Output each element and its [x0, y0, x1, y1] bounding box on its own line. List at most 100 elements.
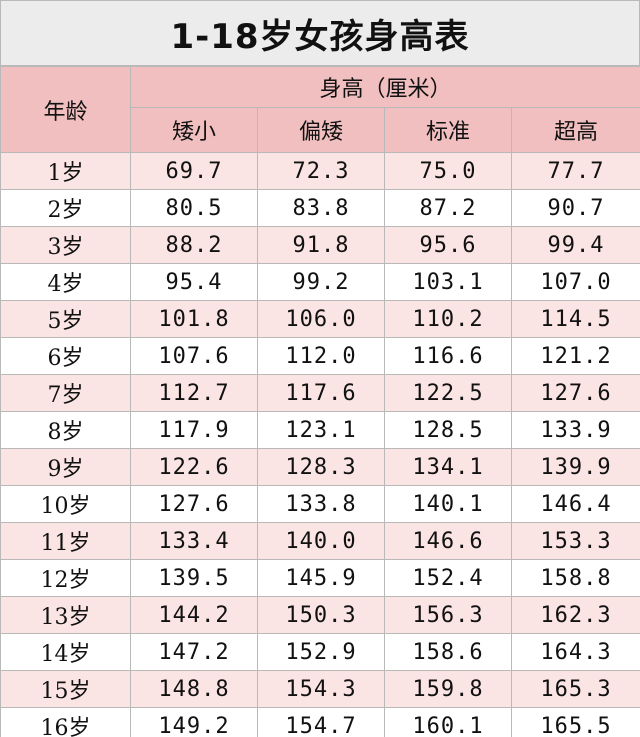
height-value-cell: 127.6: [130, 485, 258, 523]
height-value-cell: 153.3: [510, 522, 640, 560]
height-value-cell: 117.9: [130, 411, 258, 449]
header-col-tall: 超高: [510, 107, 640, 153]
height-value-cell: 75.0: [384, 152, 512, 190]
height-value-cell: 152.9: [257, 633, 385, 671]
table-row: 14岁 147.2 152.9 158.6 164.3: [0, 633, 640, 671]
height-value-cell: 140.0: [257, 522, 385, 560]
age-cell: 7岁: [0, 374, 131, 412]
table-row: 6岁 107.6 112.0 116.6 121.2: [0, 337, 640, 375]
height-value-cell: 128.3: [257, 448, 385, 486]
table-row: 11岁 133.4 140.0 146.6 153.3: [0, 522, 640, 560]
age-cell: 2岁: [0, 189, 131, 227]
height-value-cell: 154.3: [257, 670, 385, 708]
height-value-cell: 77.7: [510, 152, 640, 190]
table-title: 1-18岁女孩身高表: [0, 0, 640, 66]
height-value-cell: 139.9: [510, 448, 640, 486]
age-cell: 6岁: [0, 337, 131, 375]
height-value-cell: 133.8: [257, 485, 385, 523]
age-cell: 11岁: [0, 522, 131, 560]
height-value-cell: 87.2: [384, 189, 512, 227]
height-value-cell: 158.6: [384, 633, 512, 671]
age-cell: 15岁: [0, 670, 131, 708]
table-row: 16岁 149.2 154.7 160.1 165.5: [0, 707, 640, 737]
age-cell: 12岁: [0, 559, 131, 597]
height-value-cell: 80.5: [130, 189, 258, 227]
height-value-cell: 133.9: [510, 411, 640, 449]
height-value-cell: 147.2: [130, 633, 258, 671]
height-value-cell: 127.6: [510, 374, 640, 412]
height-value-cell: 91.8: [257, 226, 385, 264]
height-value-cell: 117.6: [257, 374, 385, 412]
height-value-cell: 99.2: [257, 263, 385, 301]
height-value-cell: 107.6: [130, 337, 258, 375]
height-value-cell: 164.3: [510, 633, 640, 671]
height-value-cell: 122.5: [384, 374, 512, 412]
height-value-cell: 144.2: [130, 596, 258, 634]
header-height-group: 身高（厘米）: [129, 66, 640, 108]
height-value-cell: 112.0: [257, 337, 385, 375]
header-col-standard: 标准: [384, 107, 512, 153]
height-value-cell: 123.1: [257, 411, 385, 449]
table-row: 9岁 122.6 128.3 134.1 139.9: [0, 448, 640, 486]
height-value-cell: 95.4: [130, 263, 258, 301]
table-row: 4岁 95.4 99.2 103.1 107.0: [0, 263, 640, 301]
height-value-cell: 165.5: [510, 707, 640, 737]
age-cell: 9岁: [0, 448, 131, 486]
table-row: 8岁 117.9 123.1 128.5 133.9: [0, 411, 640, 449]
height-value-cell: 134.1: [384, 448, 512, 486]
height-value-cell: 148.8: [130, 670, 258, 708]
height-value-cell: 146.4: [510, 485, 640, 523]
age-cell: 5岁: [0, 300, 131, 338]
height-value-cell: 116.6: [384, 337, 512, 375]
header-col-below-average: 偏矮: [257, 107, 385, 153]
table-row: 3岁 88.2 91.8 95.6 99.4: [0, 226, 640, 264]
height-value-cell: 160.1: [384, 707, 512, 737]
height-value-cell: 101.8: [130, 300, 258, 338]
height-value-cell: 158.8: [510, 559, 640, 597]
height-table: 年龄 身高（厘米） 矮小 偏矮 标准 超高 1岁 69.7 72.3 75.0 77.7…: [0, 66, 640, 737]
age-cell: 10岁: [0, 485, 131, 523]
height-value-cell: 72.3: [257, 152, 385, 190]
age-cell: 16岁: [0, 707, 131, 737]
height-value-cell: 90.7: [510, 189, 640, 227]
height-value-cell: 140.1: [384, 485, 512, 523]
height-value-cell: 83.8: [257, 189, 385, 227]
age-cell: 14岁: [0, 633, 131, 671]
height-value-cell: 133.4: [130, 522, 258, 560]
height-value-cell: 95.6: [384, 226, 512, 264]
height-value-cell: 69.7: [130, 152, 258, 190]
height-value-cell: 122.6: [130, 448, 258, 486]
height-value-cell: 110.2: [384, 300, 512, 338]
height-value-cell: 156.3: [384, 596, 512, 634]
height-value-cell: 154.7: [257, 707, 385, 737]
height-value-cell: 159.8: [384, 670, 512, 708]
table-row: 15岁 148.8 154.3 159.8 165.3: [0, 670, 640, 708]
height-value-cell: 165.3: [510, 670, 640, 708]
height-value-cell: 152.4: [384, 559, 512, 597]
table-row: 13岁 144.2 150.3 156.3 162.3: [0, 596, 640, 634]
header-age: 年龄: [0, 66, 131, 153]
height-value-cell: 88.2: [130, 226, 258, 264]
age-cell: 4岁: [0, 263, 131, 301]
age-cell: 8岁: [0, 411, 131, 449]
table-row: 2岁 80.5 83.8 87.2 90.7: [0, 189, 640, 227]
age-cell: 3岁: [0, 226, 131, 264]
age-cell: 1岁: [0, 152, 131, 190]
header-col-short: 矮小: [130, 107, 258, 153]
table-row: 1岁 69.7 72.3 75.0 77.7: [0, 152, 640, 190]
height-value-cell: 121.2: [510, 337, 640, 375]
height-value-cell: 107.0: [510, 263, 640, 301]
height-value-cell: 114.5: [510, 300, 640, 338]
height-value-cell: 106.0: [257, 300, 385, 338]
height-value-cell: 139.5: [130, 559, 258, 597]
height-value-cell: 145.9: [257, 559, 385, 597]
height-value-cell: 150.3: [257, 596, 385, 634]
table-body: 1岁 69.7 72.3 75.0 77.7 2岁 80.5 83.8 87.2 90.7 3岁 88…: [0, 152, 640, 737]
height-value-cell: 99.4: [510, 226, 640, 264]
height-value-cell: 149.2: [130, 707, 258, 737]
height-value-cell: 162.3: [510, 596, 640, 634]
height-value-cell: 128.5: [384, 411, 512, 449]
table-row: 10岁 127.6 133.8 140.1 146.4: [0, 485, 640, 523]
height-value-cell: 112.7: [130, 374, 258, 412]
